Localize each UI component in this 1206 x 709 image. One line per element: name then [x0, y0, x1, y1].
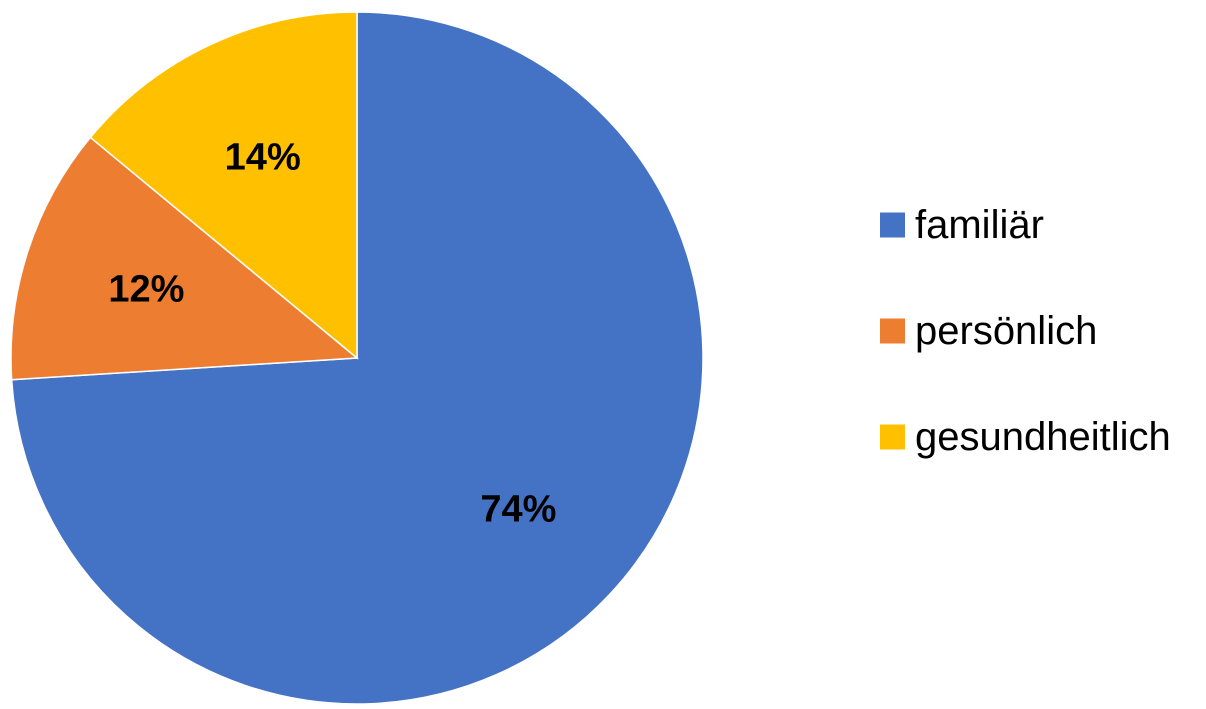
- legend: familiär persönlich gesundheitlich: [880, 203, 1171, 459]
- pie-slice-personlich: [10, 136, 359, 381]
- pie-slices: [10, 11, 704, 705]
- pie-data-labels: 74% 12% 14%: [108, 137, 556, 531]
- legend-item-personlich: persönlich: [880, 309, 1097, 353]
- legend-item-familiar: familiär: [880, 203, 1044, 247]
- legend-swatch-personlich: [880, 318, 905, 344]
- legend-label-gesundheitlich: gesundheitlich: [915, 415, 1171, 459]
- data-label-personlich: 12%: [108, 269, 184, 311]
- legend-label-personlich: persönlich: [915, 309, 1097, 353]
- legend-swatch-gesundheitlich: [880, 424, 905, 450]
- data-label-gesundheitlich: 14%: [225, 137, 301, 179]
- data-label-familiar: 74%: [480, 489, 556, 531]
- legend-label-familiar: familiär: [915, 203, 1044, 247]
- legend-item-gesundheitlich: gesundheitlich: [880, 415, 1171, 459]
- legend-swatch-familiar: [880, 212, 905, 238]
- pie-slice-gesundheitlich: [89, 11, 358, 360]
